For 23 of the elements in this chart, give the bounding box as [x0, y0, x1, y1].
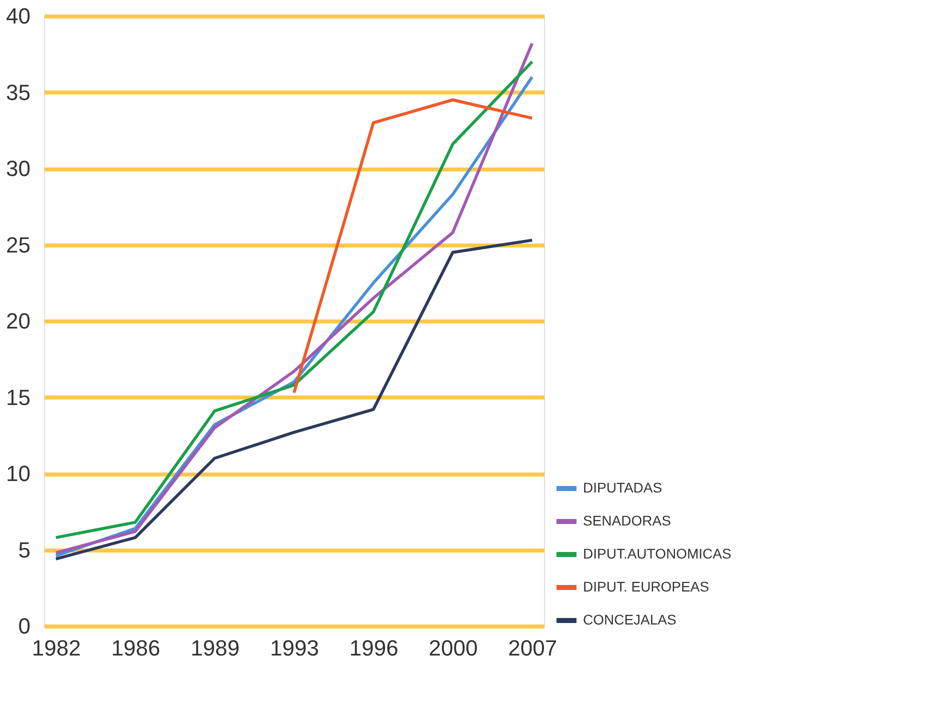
- x-tick-label: 1986: [111, 636, 160, 660]
- legend-label: DIPUT. EUROPEAS: [583, 578, 710, 594]
- line-series: [292, 98, 534, 394]
- y-tick-label: 0: [18, 614, 30, 638]
- x-tick-label: 2007: [508, 636, 558, 660]
- x-tick-label: 1982: [32, 636, 81, 660]
- legend-label: DIPUT.AUTONOMICAS: [583, 546, 732, 562]
- x-tick-label: 1996: [349, 636, 398, 660]
- y-tick-label: 15: [6, 384, 30, 410]
- x-tick-label: 1993: [270, 636, 319, 660]
- legend-label: SENADORAS: [583, 512, 671, 528]
- x-tick-label: 1989: [190, 636, 240, 660]
- legend-label: DIPUTADAS: [583, 480, 662, 496]
- x-tick-label: 2000: [428, 636, 478, 660]
- y-tick-label: 35: [6, 80, 30, 105]
- y-tick-label: 30: [6, 156, 30, 181]
- line-series: [54, 238, 534, 560]
- legend-label: CONCEJALAS: [583, 612, 676, 628]
- y-tick-label: 20: [6, 308, 30, 334]
- y-tick-label: 40: [6, 4, 30, 28]
- y-tick-label: 5: [18, 537, 30, 562]
- y-tick-label: 10: [6, 461, 30, 486]
- y-tick-label: 25: [6, 232, 30, 258]
